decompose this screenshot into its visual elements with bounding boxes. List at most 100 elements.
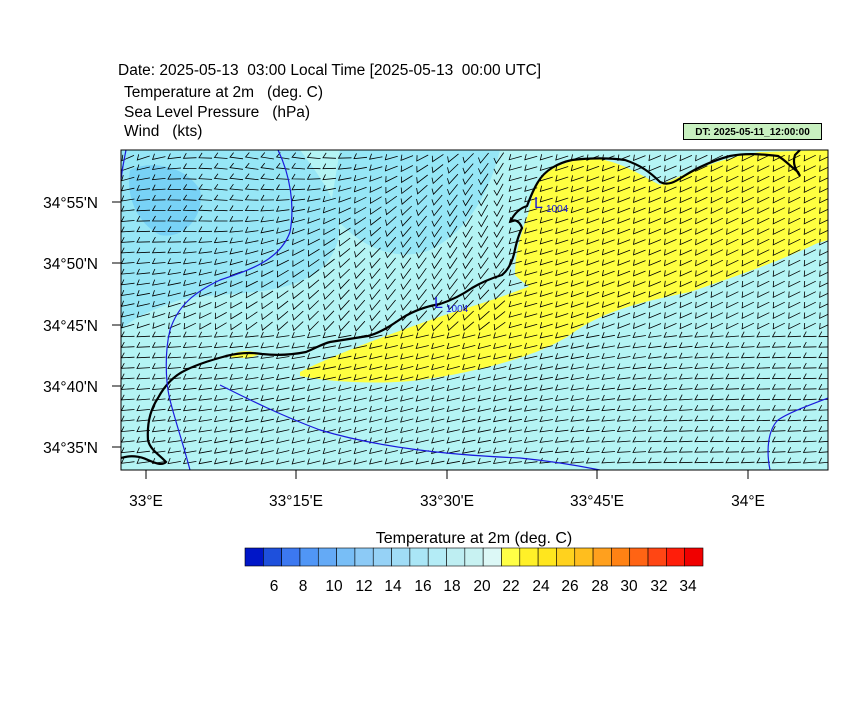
wind-barb: [803, 175, 816, 183]
wind-barb: [787, 383, 802, 390]
wind-barb: [788, 186, 801, 193]
wind-barb: [291, 227, 305, 235]
wind-barb: [539, 227, 553, 234]
wind-barb: [353, 384, 367, 392]
wind-barb: [523, 405, 538, 412]
wind-barb: [819, 207, 828, 214]
wind-barb: [353, 353, 367, 360]
wind-barb: [617, 291, 631, 298]
wind-barb: [771, 331, 786, 338]
wind-barb: [213, 405, 228, 412]
wind-barb: [585, 332, 600, 339]
wind-barb: [694, 436, 709, 443]
wind-barb: [771, 352, 786, 359]
wind-barb: [151, 247, 166, 254]
wind-barb: [245, 321, 258, 331]
wind-barb: [214, 312, 227, 320]
wind-barb: [368, 153, 383, 160]
wind-barb: [554, 394, 569, 402]
wind-barb: [261, 311, 273, 321]
wind-barb: [121, 174, 135, 182]
wind-barb: [183, 312, 197, 319]
wind-barb: [819, 259, 828, 267]
wind-barb: [198, 384, 213, 391]
wind-barb: [664, 291, 677, 298]
wind-barb: [632, 352, 646, 359]
wind-barb: [151, 331, 166, 338]
wind-barb: [555, 164, 569, 172]
wind-barb: [276, 437, 290, 444]
wind-barb: [679, 249, 693, 256]
wind-barb: [757, 270, 770, 277]
wind-barb: [632, 270, 646, 277]
wind-barb: [353, 185, 367, 193]
wind-barb: [354, 258, 366, 269]
wind-barb: [431, 289, 443, 301]
wind-barb: [524, 154, 538, 161]
wind-barb: [771, 373, 786, 380]
wind-barb: [508, 227, 522, 234]
wind-barb: [182, 173, 197, 180]
wind-barb: [726, 280, 739, 288]
wind-barb: [136, 447, 150, 454]
wind-barb: [478, 173, 489, 186]
wind-barb: [725, 436, 740, 443]
wind-barb: [260, 162, 274, 170]
wind-barb: [632, 228, 646, 235]
wind-barb: [306, 363, 321, 370]
wind-barb: [726, 165, 739, 172]
wind-barb: [710, 186, 724, 193]
wind-barb: [787, 426, 802, 432]
wind-barb: [462, 246, 473, 259]
wind-barb: [819, 228, 828, 235]
wind-barb: [523, 416, 538, 423]
wind-barb: [400, 426, 414, 434]
wind-barb: [276, 458, 290, 465]
wind-barb: [182, 331, 197, 338]
wind-barb: [632, 249, 646, 256]
wind-barb: [151, 436, 166, 443]
wind-barb: [276, 290, 289, 300]
wind-barb: [477, 426, 491, 433]
wind-barb: [664, 322, 677, 330]
wind-barb: [322, 152, 337, 159]
wind-barb: [229, 416, 243, 423]
wind-barb: [726, 322, 739, 330]
wind-barb: [570, 374, 584, 381]
wind-barb: [384, 384, 398, 392]
wind-barb: [462, 332, 476, 339]
wind-barb: [570, 185, 584, 193]
colorbar-box: [263, 547, 282, 567]
wind-barb: [338, 416, 352, 423]
wind-barb: [291, 331, 305, 339]
wind-barb: [354, 196, 367, 204]
colorbar-label: 12: [355, 578, 372, 595]
wind-barb: [307, 206, 321, 213]
wind-barb: [772, 259, 785, 267]
wind-barb: [648, 322, 662, 330]
wind-barb: [570, 206, 584, 214]
wind-barb: [323, 258, 335, 268]
wind-barb: [508, 332, 522, 339]
wind-barb: [663, 394, 678, 401]
wind-barb: [788, 280, 801, 288]
wind-barb: [741, 196, 755, 204]
wind-barb: [416, 154, 429, 162]
wind-barb: [819, 196, 828, 204]
wind-barb: [275, 331, 290, 338]
wind-barb: [647, 363, 662, 370]
wind-barb: [213, 415, 228, 423]
wind-barb: [803, 165, 816, 172]
wind-barb: [167, 205, 182, 211]
wind-barb: [384, 416, 398, 423]
wind-barb: [586, 227, 600, 235]
wind-barb: [182, 247, 197, 254]
wind-barb: [182, 205, 197, 212]
colorbar-box: [391, 547, 411, 567]
wind-barb: [477, 416, 491, 423]
wind-barb: [261, 280, 274, 288]
temperature-subtitle: Temperature at 2m (deg. C): [124, 84, 323, 101]
wind-barb: [787, 457, 802, 464]
wind-barb: [323, 248, 336, 258]
wind-barb: [307, 447, 321, 455]
